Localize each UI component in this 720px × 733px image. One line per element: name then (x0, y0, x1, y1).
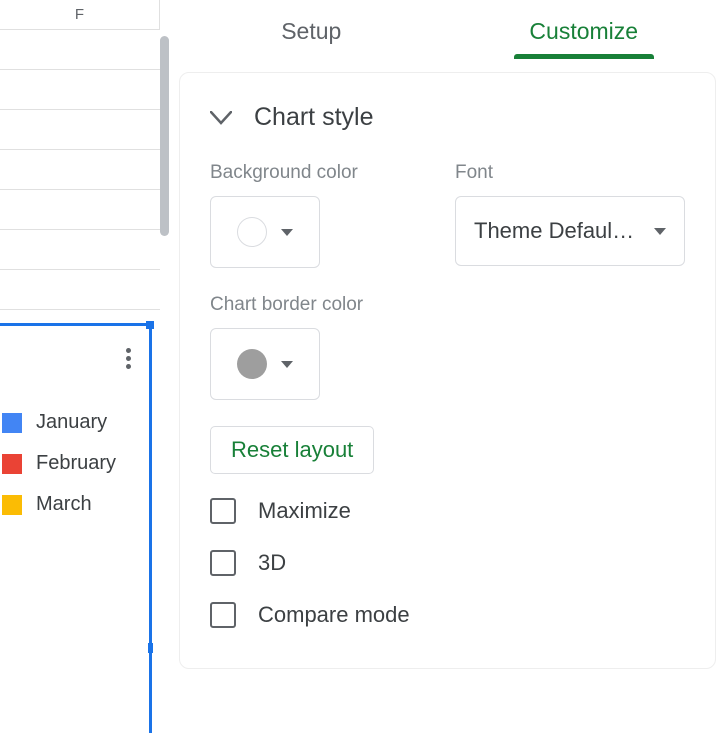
chart-style-checkboxes: Maximize 3D Compare mode (210, 498, 685, 628)
tab-customize[interactable]: Customize (448, 0, 720, 62)
legend-label: March (36, 493, 92, 516)
font-control: Font Theme Defaul… (455, 162, 685, 268)
chevron-down-icon (210, 107, 232, 129)
vertical-scrollbar[interactable] (160, 36, 169, 236)
border-color-label: Chart border color (210, 294, 685, 316)
legend-label: January (36, 411, 107, 434)
spreadsheet-background: F January February March (0, 0, 160, 725)
column-header-f[interactable]: F (0, 0, 160, 30)
legend-swatch (2, 454, 22, 474)
font-value: Theme Defaul… (474, 218, 634, 244)
chart-options-menu-icon[interactable] (126, 348, 131, 369)
font-label: Font (455, 162, 685, 184)
resize-handle-top-right[interactable] (146, 321, 154, 329)
sheet-row[interactable] (0, 30, 160, 70)
sheet-row[interactable] (0, 190, 160, 230)
background-color-picker[interactable] (210, 196, 320, 268)
background-color-label: Background color (210, 162, 425, 184)
checkbox-icon (210, 550, 236, 576)
legend-swatch (2, 495, 22, 515)
dropdown-arrow-icon (281, 229, 293, 236)
section-title: Chart style (254, 103, 373, 132)
maximize-label: Maximize (258, 498, 351, 524)
legend-item[interactable]: February (2, 452, 116, 475)
background-color-swatch (237, 217, 267, 247)
3d-label: 3D (258, 550, 286, 576)
background-color-control: Background color (210, 162, 425, 268)
dropdown-arrow-icon (281, 361, 293, 368)
legend-item[interactable]: March (2, 493, 116, 516)
sheet-row[interactable] (0, 230, 160, 270)
legend-swatch (2, 413, 22, 433)
sheet-row[interactable] (0, 110, 160, 150)
compare-mode-checkbox-row[interactable]: Compare mode (210, 602, 685, 628)
font-dropdown[interactable]: Theme Defaul… (455, 196, 685, 266)
dropdown-arrow-icon (654, 228, 666, 235)
chart-legend: January February March (0, 411, 116, 534)
legend-label: February (36, 452, 116, 475)
border-color-swatch (237, 349, 267, 379)
tab-setup[interactable]: Setup (175, 0, 448, 62)
sheet-row[interactable] (0, 270, 160, 310)
resize-handle-mid-right[interactable] (148, 643, 153, 653)
chart-style-header[interactable]: Chart style (180, 73, 715, 152)
editor-tabs: Setup Customize (175, 0, 720, 62)
chart-editor-panel: Setup Customize Chart style Background c… (175, 0, 720, 725)
reset-layout-button[interactable]: Reset layout (210, 426, 374, 474)
compare-mode-label: Compare mode (258, 602, 410, 628)
border-color-control: Chart border color (210, 294, 685, 400)
maximize-checkbox-row[interactable]: Maximize (210, 498, 685, 524)
chart-style-section: Chart style Background color Font Theme … (179, 72, 716, 669)
sheet-row[interactable] (0, 70, 160, 110)
legend-item[interactable]: January (2, 411, 116, 434)
checkbox-icon (210, 602, 236, 628)
embedded-chart[interactable]: January February March (0, 323, 152, 733)
3d-checkbox-row[interactable]: 3D (210, 550, 685, 576)
sheet-row[interactable] (0, 150, 160, 190)
border-color-picker[interactable] (210, 328, 320, 400)
checkbox-icon (210, 498, 236, 524)
